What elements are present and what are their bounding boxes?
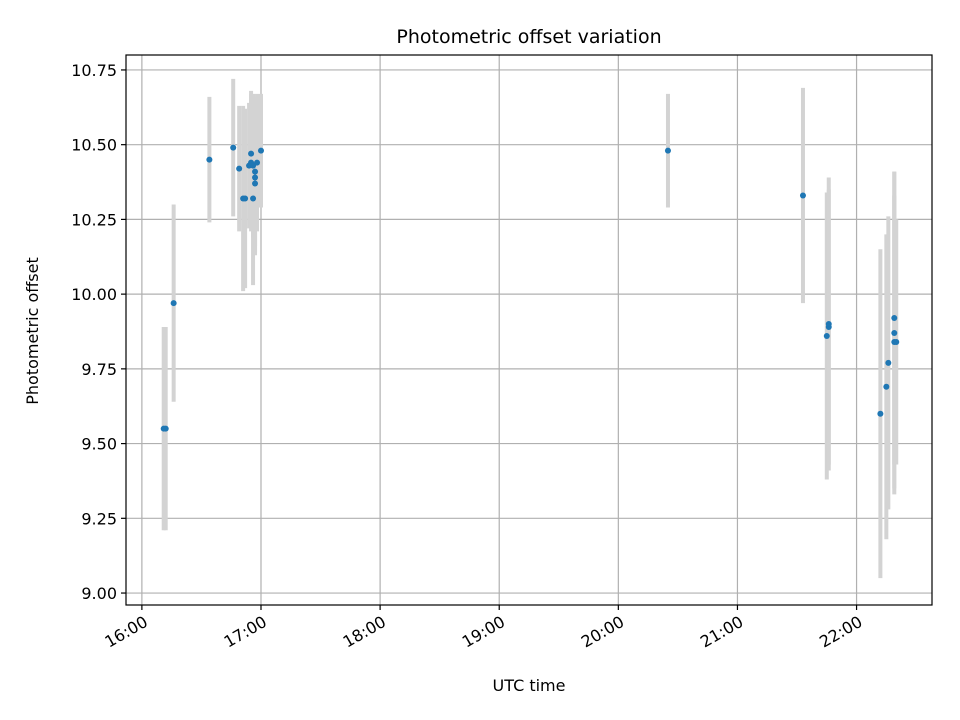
data-point	[664, 147, 671, 154]
data-point	[883, 383, 890, 390]
y-tick-label: 10.25	[71, 210, 117, 229]
data-point	[893, 338, 900, 345]
y-tick-label: 10.50	[71, 136, 117, 155]
data-point	[877, 410, 884, 417]
data-point	[170, 300, 177, 307]
x-axis-label: UTC time	[493, 676, 566, 695]
data-point	[252, 168, 259, 175]
data-points	[160, 144, 900, 432]
y-tick-label: 9.50	[81, 435, 117, 454]
data-point	[823, 332, 830, 339]
data-point	[891, 329, 898, 336]
grid	[126, 55, 932, 605]
data-point	[250, 195, 257, 202]
data-point	[248, 150, 255, 157]
plot-frame	[125, 54, 933, 606]
data-point	[236, 165, 243, 172]
y-tick-label: 9.00	[81, 584, 117, 603]
data-point	[252, 180, 259, 187]
y-tick-label: 9.25	[81, 509, 117, 528]
data-point	[230, 144, 237, 151]
chart-title: Photometric offset variation	[396, 26, 661, 48]
data-point	[254, 159, 261, 166]
data-point	[885, 359, 892, 366]
data-point	[252, 174, 259, 181]
data-point	[242, 195, 249, 202]
data-point	[206, 156, 213, 163]
y-tick-label: 9.75	[81, 360, 117, 379]
y-tick-label: 10.00	[71, 285, 117, 304]
y-axis-label: Photometric offset	[23, 257, 42, 405]
data-point	[825, 321, 832, 328]
data-point	[162, 425, 169, 432]
y-tick-label: 10.75	[71, 61, 117, 80]
data-point	[257, 147, 264, 154]
data-point	[891, 315, 898, 322]
y-axis-ticks: 9.00 9.25 9.50 9.75 10.00 10.25 10.50 10.75	[71, 61, 126, 603]
data-point	[799, 192, 806, 199]
